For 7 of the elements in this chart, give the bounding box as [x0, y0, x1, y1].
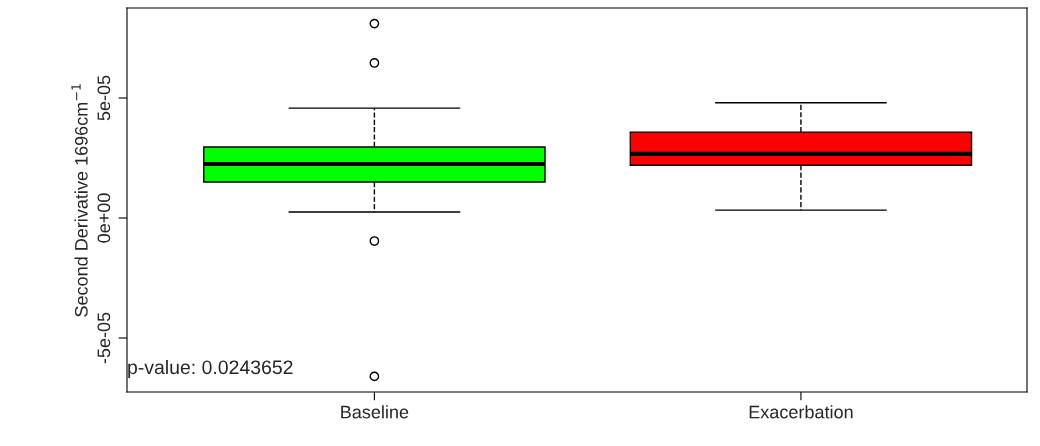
x-tick-label: Baseline [341, 405, 409, 419]
annotation: p-value: 0.0243652 [128, 359, 293, 379]
y-tick-label: -5e-05 [97, 312, 111, 364]
x-tick-label: Exacerbation [749, 405, 853, 419]
y-tick-label: 5e-05 [97, 75, 111, 121]
y-axis-title: Second Derivative 1696cm$^{−1}$ [71, 84, 88, 317]
y-tick-label: 0e+00 [97, 193, 111, 243]
